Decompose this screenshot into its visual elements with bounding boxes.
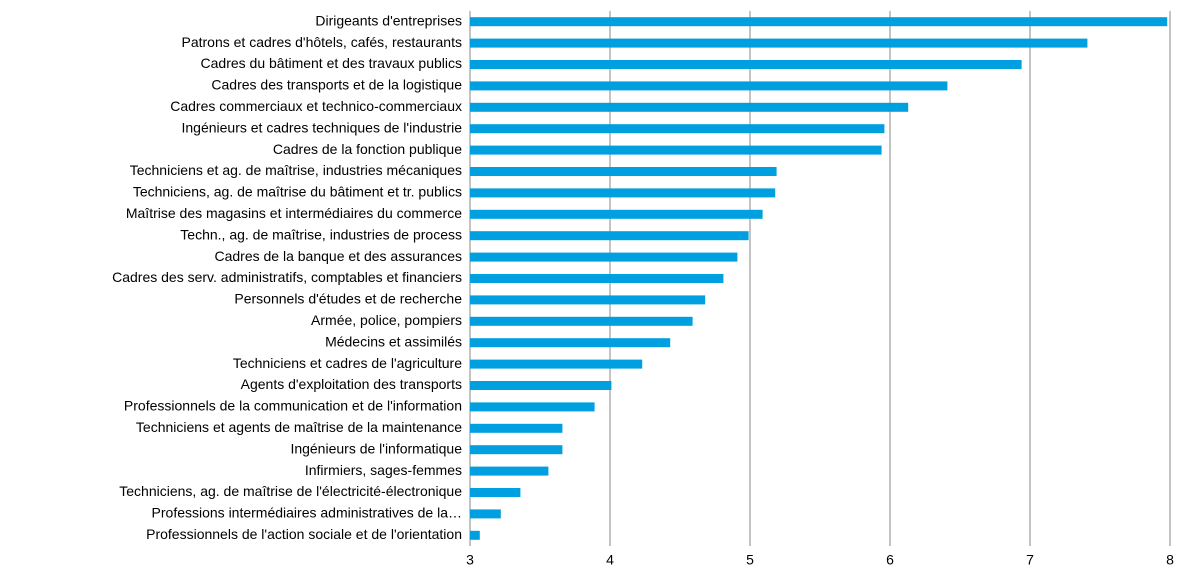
y-tick-label: Armée, police, pompiers <box>311 312 462 328</box>
x-tick-label: 5 <box>746 552 754 568</box>
y-tick-label: Professionnels de la communication et de… <box>124 398 462 414</box>
bar <box>470 145 882 155</box>
bar <box>470 102 909 112</box>
y-tick-label: Ingénieurs et cadres techniques de l'ind… <box>181 119 462 135</box>
x-tick-label: 8 <box>1166 552 1174 568</box>
bar <box>470 488 521 497</box>
y-tick-label: Techniciens et ag. de maîtrise, industri… <box>130 162 462 178</box>
bar <box>470 38 1088 48</box>
bar <box>470 509 501 519</box>
y-tick-label: Agents d'exploitation des transports <box>241 376 462 392</box>
bar <box>470 252 738 262</box>
bar <box>470 402 595 412</box>
x-tick-label: 6 <box>886 552 894 568</box>
bar <box>470 81 948 91</box>
x-tick-label: 7 <box>1026 552 1034 568</box>
bar <box>470 466 549 476</box>
bar <box>470 530 480 540</box>
y-tick-label: Personnels d'études et de recherche <box>234 291 462 307</box>
y-tick-label: Techn., ag. de maîtrise, industries de p… <box>180 226 462 242</box>
y-tick-label: Infirmiers, sages-femmes <box>305 462 462 478</box>
y-tick-label: Cadres des transports et de la logistiqu… <box>211 77 462 93</box>
bar <box>470 209 763 219</box>
y-tick-label: Patrons et cadres d'hôtels, cafés, resta… <box>182 34 463 50</box>
y-tick-label: Ingénieurs de l'informatique <box>290 440 462 456</box>
bar <box>470 188 776 198</box>
y-tick-label: Professions intermédiaires administrativ… <box>152 505 462 521</box>
bar <box>470 231 749 241</box>
y-tick-label: Cadres du bâtiment et des travaux public… <box>201 55 462 71</box>
y-tick-label: Cadres des serv. administratifs, comptab… <box>112 269 462 285</box>
y-tick-label: Maîtrise des magasins et intermédiaires … <box>126 205 462 221</box>
bar <box>470 359 643 369</box>
bar <box>470 60 1022 69</box>
y-tick-label: Professionnels de l'action sociale et de… <box>146 526 462 542</box>
y-tick-label: Techniciens et cadres de l'agriculture <box>233 355 462 371</box>
bar <box>470 381 612 390</box>
y-tick-label: Techniciens et agents de maîtrise de la … <box>136 419 462 435</box>
bar <box>470 124 885 134</box>
x-tick-label: 4 <box>606 552 614 568</box>
y-tick-label: Cadres commerciaux et technico-commercia… <box>170 98 462 114</box>
bar <box>470 316 693 326</box>
y-tick-label: Cadres de la fonction publique <box>273 141 462 157</box>
bar <box>470 167 777 176</box>
y-tick-label: Médecins et assimilés <box>325 333 462 349</box>
y-tick-label: Techniciens, ag. de maîtrise du bâtiment… <box>133 184 462 200</box>
bar <box>470 295 706 305</box>
y-tick-label: Dirigeants d'entreprises <box>315 12 462 28</box>
y-tick-label: Cadres de la banque et des assurances <box>215 248 463 264</box>
bar <box>470 274 724 283</box>
x-tick-label: 3 <box>466 552 474 568</box>
bar <box>470 338 671 348</box>
bar <box>470 445 563 455</box>
bar <box>470 17 1168 27</box>
y-tick-label: Techniciens, ag. de maîtrise de l'électr… <box>119 483 462 499</box>
bar <box>470 423 563 433</box>
